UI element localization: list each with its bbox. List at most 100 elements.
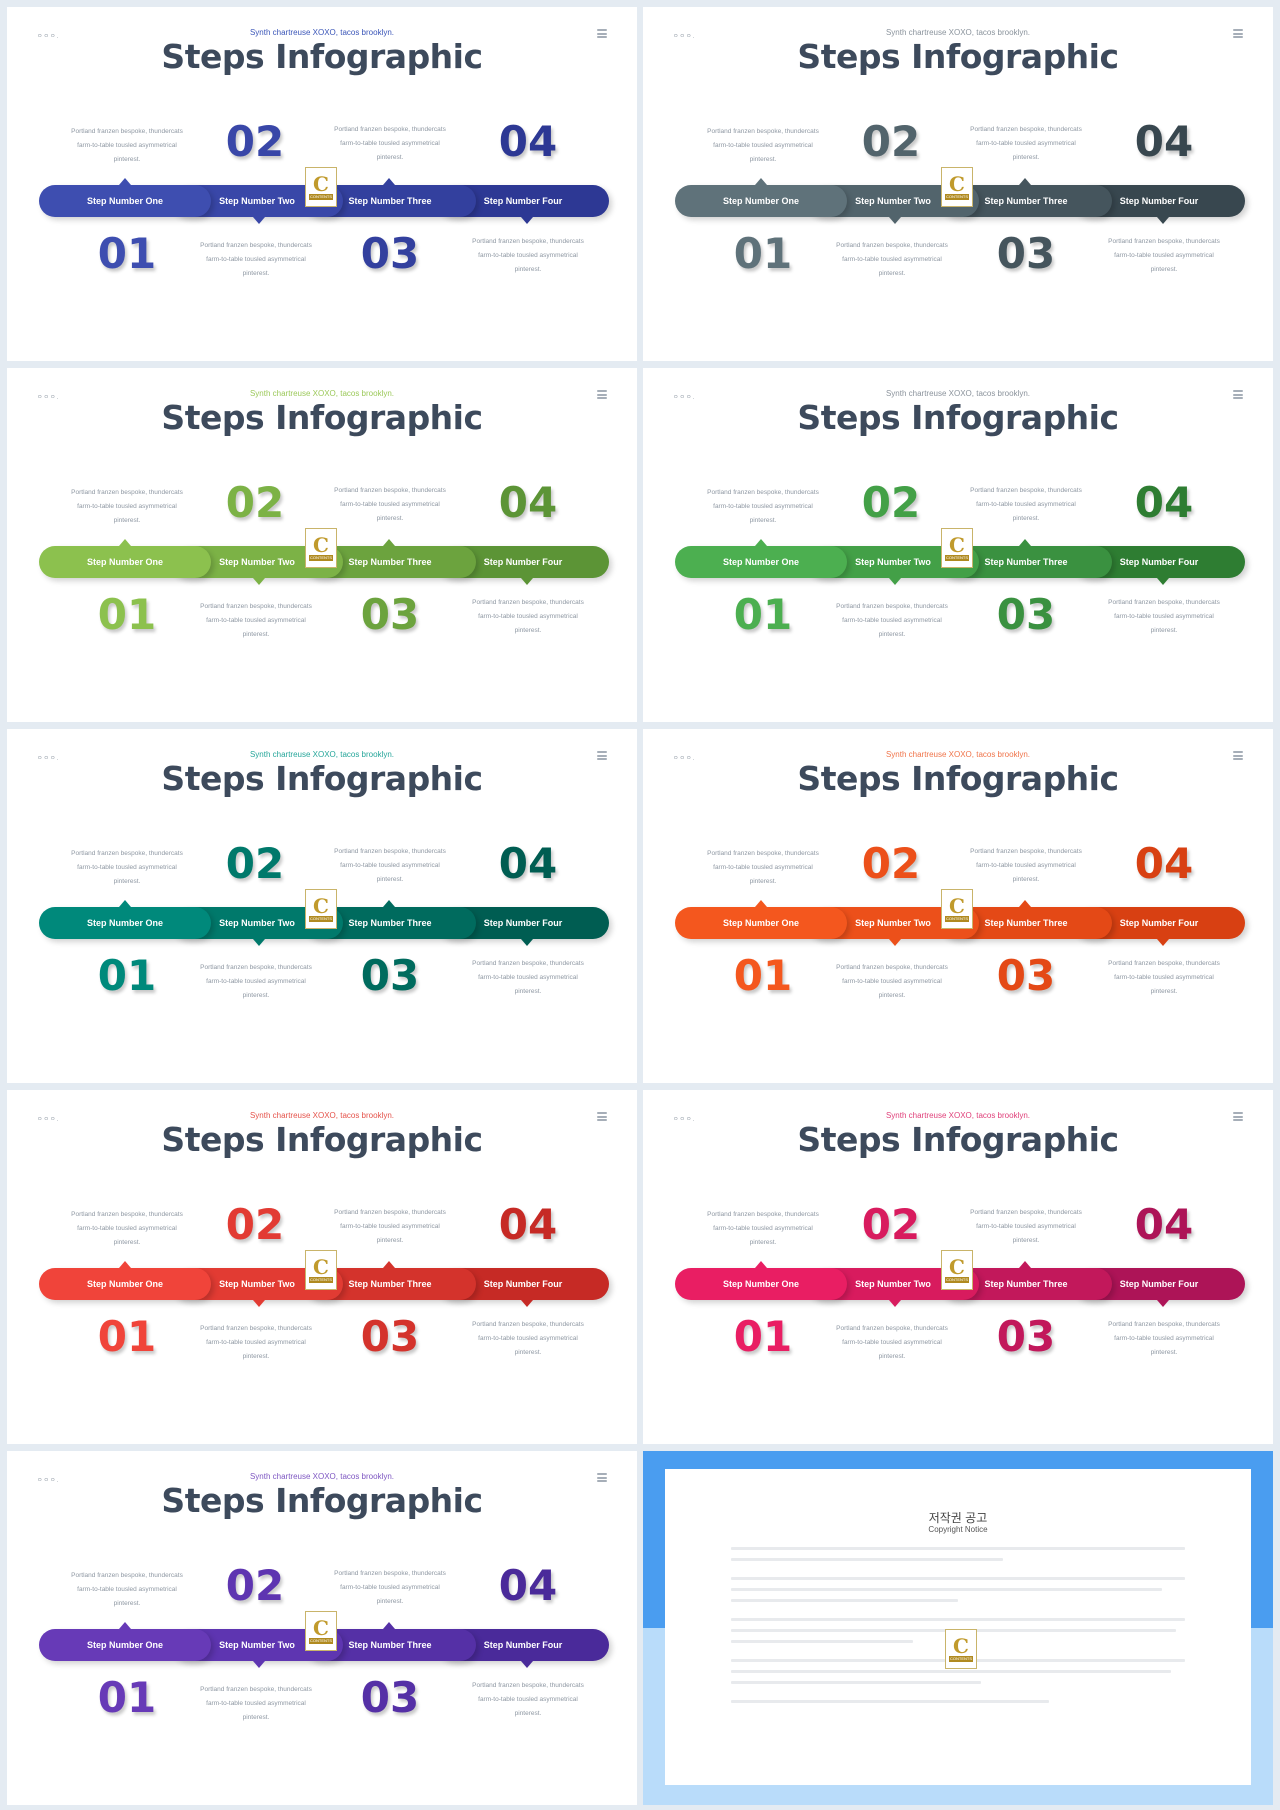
step-segment-1[interactable]: Step Number One <box>675 185 847 217</box>
step-segment-1[interactable]: Step Number One <box>39 907 211 939</box>
page-number: ㅇㅇㅇ. <box>37 34 60 40</box>
description-line: pinterest. <box>514 627 542 634</box>
description-line: pinterest. <box>514 1349 542 1356</box>
logo-text: CONTENTS <box>945 555 969 561</box>
pointer-down-icon <box>1157 217 1169 224</box>
step-number-1: 01 <box>733 951 793 1000</box>
description-line: farm-to-table tousled asymmetrical <box>713 864 813 871</box>
description-line: pinterest. <box>376 154 404 161</box>
watermark-logo: C CONTENTS <box>941 167 973 207</box>
description-line: pinterest. <box>749 1239 777 1246</box>
paragraph-gap <box>731 1569 1185 1577</box>
logo-text: CONTENTS <box>945 1277 969 1283</box>
page-number: ㅇㅇㅇ. <box>37 756 60 762</box>
pointer-down-icon <box>889 217 901 224</box>
step-number-3: 03 <box>360 229 420 278</box>
description-line: farm-to-table tousled asymmetrical <box>206 978 306 985</box>
pointer-up-icon <box>1019 178 1031 185</box>
description-line: farm-to-table tousled asymmetrical <box>976 862 1076 869</box>
description-line: Portland franzen bespoke, thundercats <box>707 128 819 135</box>
pointer-up-icon <box>383 900 395 907</box>
description-line: Portland franzen bespoke, thundercats <box>707 1211 819 1218</box>
pointer-up-icon <box>1019 900 1031 907</box>
description-line: Portland franzen bespoke, thundercats <box>334 1209 446 1216</box>
step-segment-1[interactable]: Step Number One <box>39 1268 211 1300</box>
step-label: Step Number Three <box>348 1640 432 1650</box>
pointer-down-icon <box>889 939 901 946</box>
step-number-1: 01 <box>97 590 157 639</box>
description-line: Portland franzen bespoke, thundercats <box>970 1209 1082 1216</box>
step-number-4: 04 <box>498 1561 558 1610</box>
logo-letter: C <box>949 172 965 196</box>
menu-icon[interactable] <box>597 29 607 38</box>
menu-icon[interactable] <box>597 390 607 399</box>
watermark-logo: C CONTENTS <box>305 167 337 207</box>
description-line: pinterest. <box>113 1600 141 1607</box>
description-line: pinterest. <box>878 1353 906 1360</box>
page-number: ㅇㅇㅇ. <box>37 1478 60 1484</box>
pointer-down-icon <box>1157 1300 1169 1307</box>
step-segment-1[interactable]: Step Number One <box>39 1629 211 1661</box>
menu-icon[interactable] <box>597 1473 607 1482</box>
description-line: Portland franzen bespoke, thundercats <box>970 487 1082 494</box>
step-segment-1[interactable]: Step Number One <box>39 185 211 217</box>
description-line: Portland franzen bespoke, thundercats <box>200 1686 312 1693</box>
description-line: pinterest. <box>242 992 270 999</box>
menu-icon[interactable] <box>597 751 607 760</box>
description-line: farm-to-table tousled asymmetrical <box>478 1696 578 1703</box>
description-line: Portland franzen bespoke, thundercats <box>472 599 584 606</box>
menu-icon[interactable] <box>597 1112 607 1121</box>
step-number-1: 01 <box>733 229 793 278</box>
description-line: Portland franzen bespoke, thundercats <box>71 128 183 135</box>
description-line: pinterest. <box>1150 627 1178 634</box>
pointer-up-icon <box>1019 539 1031 546</box>
description-line: pinterest. <box>113 1239 141 1246</box>
step-description-2: Portland franzen bespoke, thundercats far… <box>191 1683 321 1725</box>
step-segment-1[interactable]: Step Number One <box>675 546 847 578</box>
pointer-down-icon <box>253 1661 265 1668</box>
description-line: pinterest. <box>749 156 777 163</box>
step-segment-1[interactable]: Step Number One <box>675 907 847 939</box>
text-line <box>731 1681 981 1684</box>
slide-1: ㅇㅇㅇ. Synth chartreuse XOXO, tacos brookly… <box>7 7 637 361</box>
pointer-down-icon <box>521 939 533 946</box>
step-description-1: Portland franzen bespoke, thundercats far… <box>698 847 828 889</box>
description-line: pinterest. <box>514 1710 542 1717</box>
description-line: pinterest. <box>242 1714 270 1721</box>
menu-icon[interactable] <box>1233 1112 1243 1121</box>
description-line: pinterest. <box>1012 154 1040 161</box>
step-segment-1[interactable]: Step Number One <box>39 546 211 578</box>
pointer-down-icon <box>521 578 533 585</box>
step-segment-1[interactable]: Step Number One <box>675 1268 847 1300</box>
description-line: pinterest. <box>878 270 906 277</box>
description-line: Portland franzen bespoke, thundercats <box>970 126 1082 133</box>
copyright-slide: 저작권 공고 Copyright Notice C CONTENTS <box>643 1451 1273 1805</box>
description-line: farm-to-table tousled asymmetrical <box>713 142 813 149</box>
step-description-2: Portland franzen bespoke, thundercats far… <box>191 600 321 642</box>
description-line: farm-to-table tousled asymmetrical <box>478 974 578 981</box>
step-label: Step Number Four <box>483 557 563 567</box>
paragraph-gap <box>731 1610 1185 1618</box>
menu-icon[interactable] <box>1233 390 1243 399</box>
description-line: pinterest. <box>1150 988 1178 995</box>
step-description-2: Portland franzen bespoke, thundercats far… <box>827 1322 957 1364</box>
step-label: Step Number Two <box>219 557 295 567</box>
pointer-up-icon <box>119 1622 131 1629</box>
menu-icon[interactable] <box>1233 751 1243 760</box>
pointer-up-icon <box>755 178 767 185</box>
step-label: Step Number Two <box>219 918 295 928</box>
description-line: pinterest. <box>113 156 141 163</box>
description-line: Portland franzen bespoke, thundercats <box>472 960 584 967</box>
slide-6: ㅇㅇㅇ. Synth chartreuse XOXO, tacos brookly… <box>643 729 1273 1083</box>
text-line <box>731 1547 1185 1550</box>
step-number-2: 02 <box>225 117 285 166</box>
logo-text: CONTENTS <box>309 916 333 922</box>
step-number-2: 02 <box>225 478 285 527</box>
step-description-3: Portland franzen bespoke, thundercats far… <box>325 123 455 165</box>
step-number-1: 01 <box>97 229 157 278</box>
description-line: Portland franzen bespoke, thundercats <box>1108 599 1220 606</box>
step-label: Step Number One <box>86 918 163 928</box>
menu-icon[interactable] <box>1233 29 1243 38</box>
step-label: Step Number One <box>722 557 799 567</box>
step-label: Step Number Two <box>855 1279 931 1289</box>
